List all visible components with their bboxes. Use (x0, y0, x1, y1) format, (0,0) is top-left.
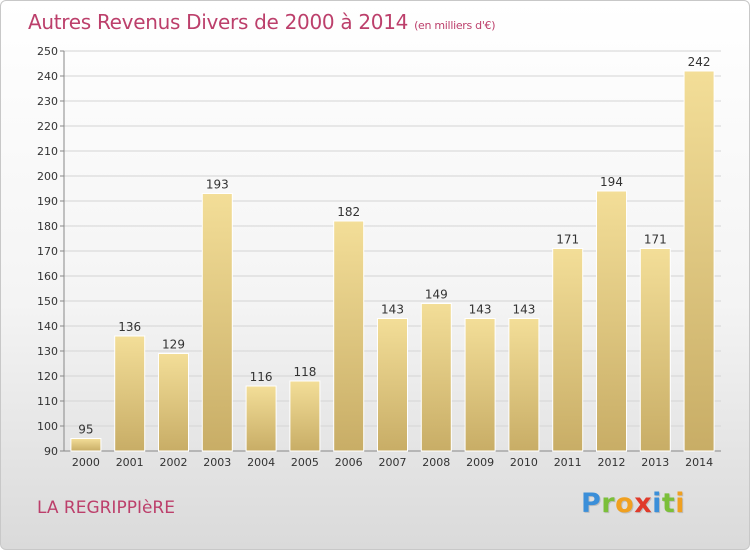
data-label: 95 (78, 423, 93, 437)
y-tick-label: 240 (37, 70, 58, 83)
y-tick-label: 190 (37, 195, 58, 208)
logo-letter: o (615, 488, 635, 519)
data-label: 136 (118, 320, 141, 334)
bar (201, 193, 233, 452)
logo-letter: i (675, 488, 686, 519)
y-tick-label: 220 (37, 120, 58, 133)
x-tick-label: 2009 (466, 456, 494, 469)
x-tick-label: 2010 (510, 456, 538, 469)
data-label: 242 (688, 55, 711, 69)
bar (420, 303, 452, 452)
bar (158, 353, 189, 452)
y-tick-label: 170 (37, 245, 58, 258)
chart-unit-note: (en milliers d'€) (414, 19, 496, 32)
bar (333, 220, 365, 452)
bar (464, 318, 496, 452)
y-tick-label: 140 (37, 320, 58, 333)
data-label: 143 (469, 303, 492, 317)
bar (245, 385, 277, 452)
data-label: 149 (425, 288, 448, 302)
bar (114, 335, 146, 452)
data-label: 182 (337, 205, 360, 219)
x-tick-label: 2001 (116, 456, 144, 469)
x-tick-label: 2003 (203, 456, 231, 469)
chart-title-text: Autres Revenus Divers de 2000 à 2014 (28, 10, 409, 34)
logo-letter: t (661, 488, 676, 519)
y-tick-label: 160 (37, 270, 58, 283)
bar (377, 318, 408, 452)
logo-letter: r (601, 488, 616, 519)
y-tick-label: 180 (37, 220, 58, 233)
data-label: 143 (512, 303, 535, 317)
bar (639, 248, 671, 452)
x-tick-label: 2007 (379, 456, 407, 469)
x-tick-label: 2008 (422, 456, 450, 469)
bar (70, 438, 102, 452)
bar (289, 380, 321, 452)
y-tick-label: 200 (37, 170, 58, 183)
logo-letter: x (634, 488, 653, 519)
bar (596, 190, 627, 452)
data-label: 118 (293, 365, 316, 379)
x-tick-label: 2012 (598, 456, 626, 469)
logo-letter: P (581, 488, 602, 519)
y-tick-label: 250 (37, 45, 58, 58)
x-tick-label: 2002 (160, 456, 188, 469)
logo-letter: i (652, 488, 662, 519)
y-tick-label: 230 (37, 95, 58, 108)
commune-name: LA REGRIPPIèRE (37, 498, 175, 518)
x-tick-label: 2011 (554, 456, 582, 469)
y-tick-label: 150 (37, 295, 58, 308)
y-tick-label: 130 (37, 345, 58, 358)
data-label: 171 (556, 233, 579, 247)
proxiti-logo: Proxiti (581, 488, 685, 519)
y-tick-label: 210 (37, 145, 58, 158)
x-tick-label: 2005 (291, 456, 319, 469)
data-label: 116 (250, 370, 273, 384)
bar (508, 318, 540, 452)
y-tick-label: 90 (44, 445, 58, 458)
x-tick-label: 2000 (72, 456, 100, 469)
bar (552, 248, 584, 452)
data-label: 171 (644, 233, 667, 247)
value-labels: 95 136 129 193 116 118 182 143 149 143 143 171 194 17… (78, 55, 710, 437)
data-label: 193 (206, 178, 229, 192)
x-tick-label: 2006 (335, 456, 363, 469)
x-tick-label: 2004 (247, 456, 275, 469)
y-tick-label: 110 (37, 395, 58, 408)
bar (683, 70, 715, 452)
chart-title: Autres Revenus Divers de 2000 à 2014 (en … (28, 10, 496, 34)
y-tick-label: 100 (37, 420, 58, 433)
x-tick-label: 2014 (685, 456, 713, 469)
y-tick-label: 120 (37, 370, 58, 383)
data-label: 129 (162, 338, 185, 352)
data-label: 194 (600, 175, 623, 189)
data-label: 143 (381, 303, 404, 317)
x-tick-label: 2013 (641, 456, 669, 469)
bars (70, 70, 715, 452)
